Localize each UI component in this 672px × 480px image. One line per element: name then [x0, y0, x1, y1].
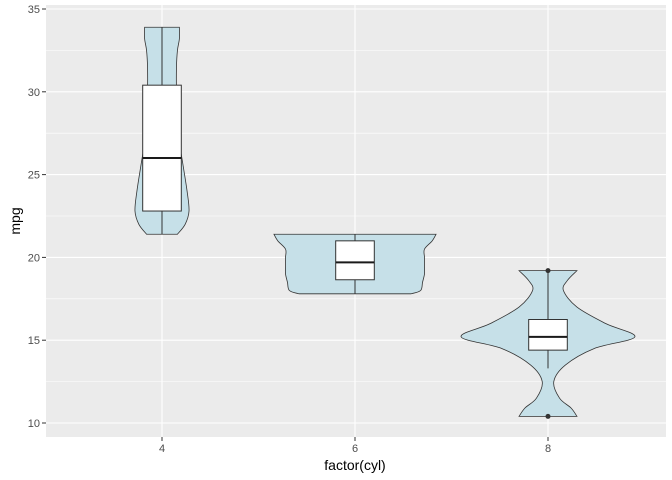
y-tick-label: 15 — [28, 335, 40, 347]
x-tick-label: 6 — [352, 443, 358, 455]
y-tick-label: 20 — [28, 252, 40, 264]
y-axis-title: mpg — [7, 207, 23, 234]
y-tick-label: 30 — [28, 87, 40, 99]
box-6 — [335, 240, 375, 281]
outlier-point-8 — [545, 268, 551, 274]
x-tick-label: 8 — [545, 443, 551, 455]
x-axis-title: factor(cyl) — [324, 457, 385, 473]
y-tick-label: 25 — [28, 170, 40, 182]
y-tick-label: 10 — [28, 418, 40, 430]
boxplot-layer — [142, 27, 568, 419]
x-tick-label: 4 — [159, 443, 165, 455]
box-8 — [528, 319, 568, 351]
y-axis: 10 15 20 25 30 35 — [28, 4, 46, 430]
y-tick-label: 35 — [28, 4, 40, 16]
box-4 — [142, 84, 182, 212]
x-axis: 4 6 8 — [159, 437, 551, 455]
outlier-point-8 — [545, 413, 551, 419]
